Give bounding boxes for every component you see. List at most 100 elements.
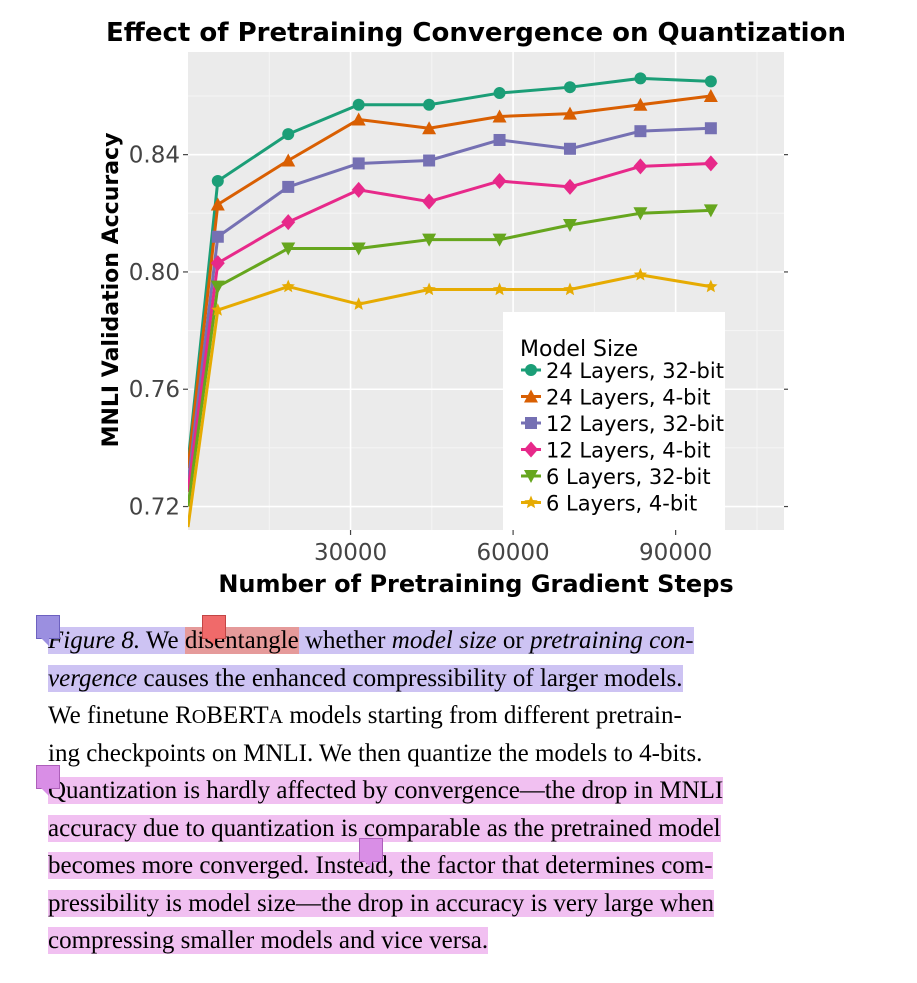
series-point (492, 233, 507, 247)
legend-label: 24 Layers, 4-bit (546, 386, 711, 410)
caption-text: or (496, 627, 530, 654)
series-point (492, 109, 507, 123)
series-point (493, 87, 506, 100)
figure-label: Figure 8. (48, 627, 141, 654)
series-point (633, 207, 648, 221)
series-point (633, 158, 648, 175)
caption-line-6: accuracy due to quantization is comparab… (48, 810, 848, 848)
series-point (281, 242, 296, 256)
series-point (211, 230, 224, 243)
caption-text: ing checkpoints on MNLI. We then quantiz… (48, 739, 703, 767)
legend-key-marker (524, 470, 538, 483)
series-point (704, 122, 717, 135)
caption-italic: vergence (48, 664, 138, 692)
highlight-pink-4: Instead, the factor that determines com- (309, 852, 713, 879)
series-point (352, 297, 366, 310)
chart-svg: Effect of Pretraining Convergence on Qua… (99, 18, 846, 598)
legend-label: 6 Layers, 4-bit (546, 492, 697, 516)
series-point (282, 128, 295, 141)
series-point (351, 242, 366, 256)
series-point (492, 282, 507, 296)
series-point (423, 154, 436, 167)
series-point (422, 121, 437, 135)
annotation-note-icon[interactable] (359, 838, 383, 869)
series-point (352, 157, 365, 170)
series-group (188, 72, 718, 528)
caption-line-3: We finetune ROBERTA models starting from… (48, 697, 848, 735)
series-point (281, 279, 295, 293)
series-point (351, 112, 366, 126)
series-point (282, 180, 295, 193)
figure-caption: Figure 8. We disentangle whether model s… (48, 622, 848, 960)
annotation-note-icon[interactable] (36, 765, 60, 796)
series-point (704, 75, 717, 88)
highlight-purple-3: vergence causes the enhanced compressibi… (48, 664, 683, 692)
series-point (633, 267, 648, 281)
highlight-purple-1: Figure 8. We (48, 627, 185, 654)
highlight-pink-6: compressing smaller models and vice vers… (48, 927, 489, 954)
series-point (422, 233, 437, 247)
series-point (633, 97, 648, 111)
y-axis-label: MNLI Validation Accuracy (99, 133, 124, 448)
caption-text: causes the enhanced compressibility of l… (137, 664, 683, 692)
y-tick-label: 0.76 (129, 377, 180, 403)
series-point (281, 214, 296, 231)
legend-title: Model Size (520, 337, 638, 362)
roberta-o: O (191, 706, 207, 728)
y-tick-label: 0.80 (129, 260, 180, 286)
series-point (562, 178, 577, 195)
caption-line-4: ing checkpoints on MNLI. We then quantiz… (48, 735, 848, 773)
series-point (703, 204, 718, 218)
caption-line-2: vergence causes the enhanced compressibi… (48, 660, 848, 698)
legend-box (503, 312, 725, 530)
series-point (422, 282, 436, 296)
series-point (281, 153, 296, 167)
caption-italic: pretraining con- (529, 627, 694, 654)
series-point (634, 72, 647, 85)
caption-line-1: Figure 8. We disentangle whether model s… (48, 622, 848, 660)
highlight-pink-3: becomes more converged. (48, 852, 310, 879)
series-point (492, 173, 507, 190)
highlight-pink-5: pressibility is model size—the drop in a… (48, 889, 715, 917)
series-point (493, 133, 506, 146)
legend-key-marker (524, 441, 538, 458)
annotation-note-icon[interactable] (202, 615, 226, 646)
series-point (703, 155, 718, 172)
x-tick-label: 60000 (477, 540, 550, 566)
y-tick-label: 0.84 (129, 143, 180, 169)
highlight-purple-2: whether model size or pretraining con- (298, 627, 694, 654)
figure-8-chart: Effect of Pretraining Convergence on Qua… (99, 18, 846, 598)
caption-text: We finetune (48, 702, 176, 729)
highlight-pink-1: Quantization is hardly affected by conve… (48, 777, 724, 804)
x-tick-label: 90000 (639, 540, 712, 566)
caption-line-5: Quantization is hardly affected by conve… (48, 772, 848, 810)
y-tick-label: 0.72 (129, 495, 180, 521)
caption-text: models starting from different pretrain- (283, 702, 682, 729)
series-point (352, 98, 365, 111)
legend-key-marker (525, 417, 537, 429)
legend-key-marker (525, 364, 537, 376)
caption-italic: model size (391, 627, 497, 654)
caption-line-8: pressibility is model size—the drop in a… (48, 885, 848, 923)
legend-key-marker (524, 495, 538, 509)
x-tick-label: 30000 (314, 540, 387, 566)
series-point (210, 280, 225, 294)
series-point (562, 219, 577, 233)
series-point (210, 255, 225, 272)
roberta-bert: BERT (206, 702, 269, 729)
series-point (562, 106, 577, 120)
annotation-note-icon[interactable] (36, 615, 60, 646)
series-point (634, 125, 647, 138)
series-point (210, 197, 225, 211)
chart-title: Effect of Pretraining Convergence on Qua… (106, 18, 846, 48)
highlight-pink-2: accuracy due to quantization is comparab… (48, 814, 721, 842)
series-point (563, 282, 577, 296)
caption-text: whether (298, 627, 392, 654)
series-point (422, 193, 437, 210)
legend-label: 12 Layers, 4-bit (546, 439, 711, 463)
legend-label: 24 Layers, 32-bit (546, 359, 724, 383)
legend-label: 12 Layers, 32-bit (546, 412, 724, 436)
caption-line-7: becomes more converged. Instead, the fac… (48, 847, 848, 885)
series-point (703, 88, 718, 102)
